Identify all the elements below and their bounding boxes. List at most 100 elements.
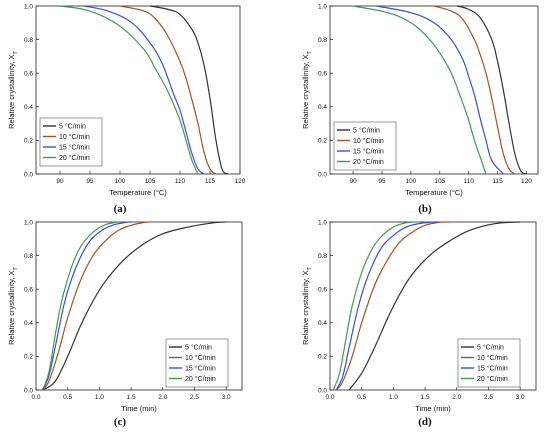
y-tick-label: 1.0 [24, 3, 33, 10]
legend-entry: 15 °C/min [59, 143, 90, 151]
legend-entry: 15 °C/min [477, 364, 508, 372]
x-tick-label: 105 [145, 178, 156, 185]
y-tick-label: 0.8 [24, 253, 33, 260]
series-line [433, 5, 516, 175]
x-axis-label: Temperature (°C) [405, 188, 463, 197]
series-line [149, 5, 229, 175]
chart-panel-a: 90 95 100 105 110 115 120 0.0 0.2 0.4 0.6 0.8 1.0 Tem… [7, 3, 246, 215]
legend-entry: 5 °C/min [59, 122, 86, 130]
legend-entry: 10 °C/min [477, 354, 508, 362]
x-tick-label: 2.0 [452, 394, 461, 401]
y-tick-label: 0.0 [318, 387, 327, 394]
series-line [41, 221, 132, 391]
legend-entry: 5 °C/min [185, 343, 212, 351]
x-tick-label: 115 [492, 178, 503, 185]
series-line [41, 221, 151, 391]
plot-frame [35, 221, 243, 391]
y-tick-label: 1.0 [318, 219, 327, 226]
legend-entry: 10 °C/min [185, 354, 216, 362]
x-tick-label: 95 [378, 178, 386, 185]
legend-entry: 10 °C/min [353, 137, 384, 145]
series-line [41, 221, 119, 391]
x-tick-label: 1.0 [389, 394, 398, 401]
chart-panel-d: 0.0 0.5 1.0 1.5 2.0 2.5 3.0 0.0 0.2 0.4 0.6 0.8 1.0 T… [301, 219, 537, 428]
x-tick-label: 110 [463, 178, 474, 185]
y-tick-label: 0.6 [24, 287, 33, 294]
y-tick-label: 0.4 [24, 104, 33, 111]
legend: 5 °C/min 10 °C/min 15 °C/min 20 °C/min [457, 338, 521, 388]
series-line [83, 5, 205, 175]
y-tick-label: 0.8 [318, 253, 327, 260]
x-tick-label: 120 [235, 178, 246, 185]
x-tick-label: 100 [405, 178, 416, 185]
x-tick-label: 2.0 [158, 394, 167, 401]
x-axis-label: Temperature (°C) [109, 188, 167, 197]
x-tick-label: 1.5 [127, 394, 136, 401]
y-axis-label: Relative crystallinity, XT [301, 50, 313, 128]
legend-entry: 10 °C/min [59, 133, 90, 141]
chart-panel-b: 90 95 100 105 110 115 120 0.0 0.2 0.4 0.6 0.8 1.0 Tem… [301, 3, 539, 215]
panel-label: (b) [418, 203, 432, 215]
legend-entry: 15 °C/min [353, 147, 384, 155]
x-axis-label: Time (min) [415, 404, 451, 413]
y-tick-label: 0.4 [318, 104, 327, 111]
x-axis-label: Time (min) [121, 404, 157, 413]
series-line [335, 221, 451, 391]
x-tick-label: 3.0 [516, 394, 525, 401]
y-tick-label: 0.2 [24, 354, 33, 361]
legend: 5 °C/min 10 °C/min 15 °C/min 20 °C/min [333, 121, 397, 171]
legend: 5 °C/min 10 °C/min 15 °C/min 20 °C/min [39, 117, 103, 167]
series-line [335, 221, 438, 391]
y-tick-label: 0.2 [318, 138, 327, 145]
x-tick-label: 1.0 [95, 394, 104, 401]
y-tick-label: 0.4 [24, 320, 33, 327]
x-tick-label: 0.5 [63, 394, 72, 401]
y-tick-label: 0.0 [318, 171, 327, 178]
x-tick-label: 95 [86, 178, 94, 185]
panel-label: (d) [418, 416, 432, 428]
y-axis-label: Relative crystallinity, XT [7, 266, 19, 344]
y-tick-label: 0.6 [318, 287, 327, 294]
y-tick-label: 0.0 [24, 387, 33, 394]
legend: 5 °C/min 10 °C/min 15 °C/min 20 °C/min [165, 338, 229, 388]
series-line [332, 221, 419, 391]
y-tick-label: 0.6 [318, 71, 327, 78]
plot-frame [35, 5, 241, 175]
y-axis-label: Relative crystallinity, XT [7, 50, 19, 128]
x-tick-label: 105 [434, 178, 445, 185]
x-tick-label: 110 [175, 178, 186, 185]
x-tick-label: 90 [349, 178, 357, 185]
y-tick-label: 1.0 [318, 3, 327, 10]
y-tick-label: 1.0 [24, 219, 33, 226]
legend-entry: 20 °C/min [59, 154, 90, 162]
series-line [348, 221, 521, 391]
legend-entry: 15 °C/min [185, 364, 216, 372]
x-tick-label: 1.5 [421, 394, 430, 401]
panel-label: (c) [114, 416, 127, 428]
x-tick-label: 2.5 [190, 394, 199, 401]
series-line [376, 5, 504, 175]
series-line [42, 221, 227, 391]
x-tick-label: 120 [521, 178, 532, 185]
x-tick-label: 90 [56, 178, 64, 185]
series-line [456, 5, 527, 175]
y-axis-label: Relative crystallinity, XT [301, 266, 313, 344]
y-tick-label: 0.6 [24, 71, 33, 78]
legend-entry: 5 °C/min [353, 126, 380, 134]
x-tick-label: 0.5 [357, 394, 366, 401]
y-tick-label: 0.4 [318, 320, 327, 327]
y-tick-label: 0.0 [24, 171, 33, 178]
x-tick-label: 0.0 [325, 394, 334, 401]
y-tick-label: 0.2 [24, 138, 33, 145]
y-tick-label: 0.8 [318, 37, 327, 44]
series-line [59, 5, 199, 175]
legend-entry: 20 °C/min [353, 158, 384, 166]
legend-entry: 20 °C/min [185, 375, 216, 383]
x-tick-label: 3.0 [222, 394, 231, 401]
x-tick-label: 0.0 [31, 394, 40, 401]
panel-label: (a) [114, 203, 127, 215]
legend-entry: 5 °C/min [477, 343, 504, 351]
series-line [119, 5, 217, 175]
chart-panel-c: 0.0 0.5 1.0 1.5 2.0 2.5 3.0 0.0 0.2 0.4 0.6 0.8 1.0 T… [7, 219, 243, 428]
